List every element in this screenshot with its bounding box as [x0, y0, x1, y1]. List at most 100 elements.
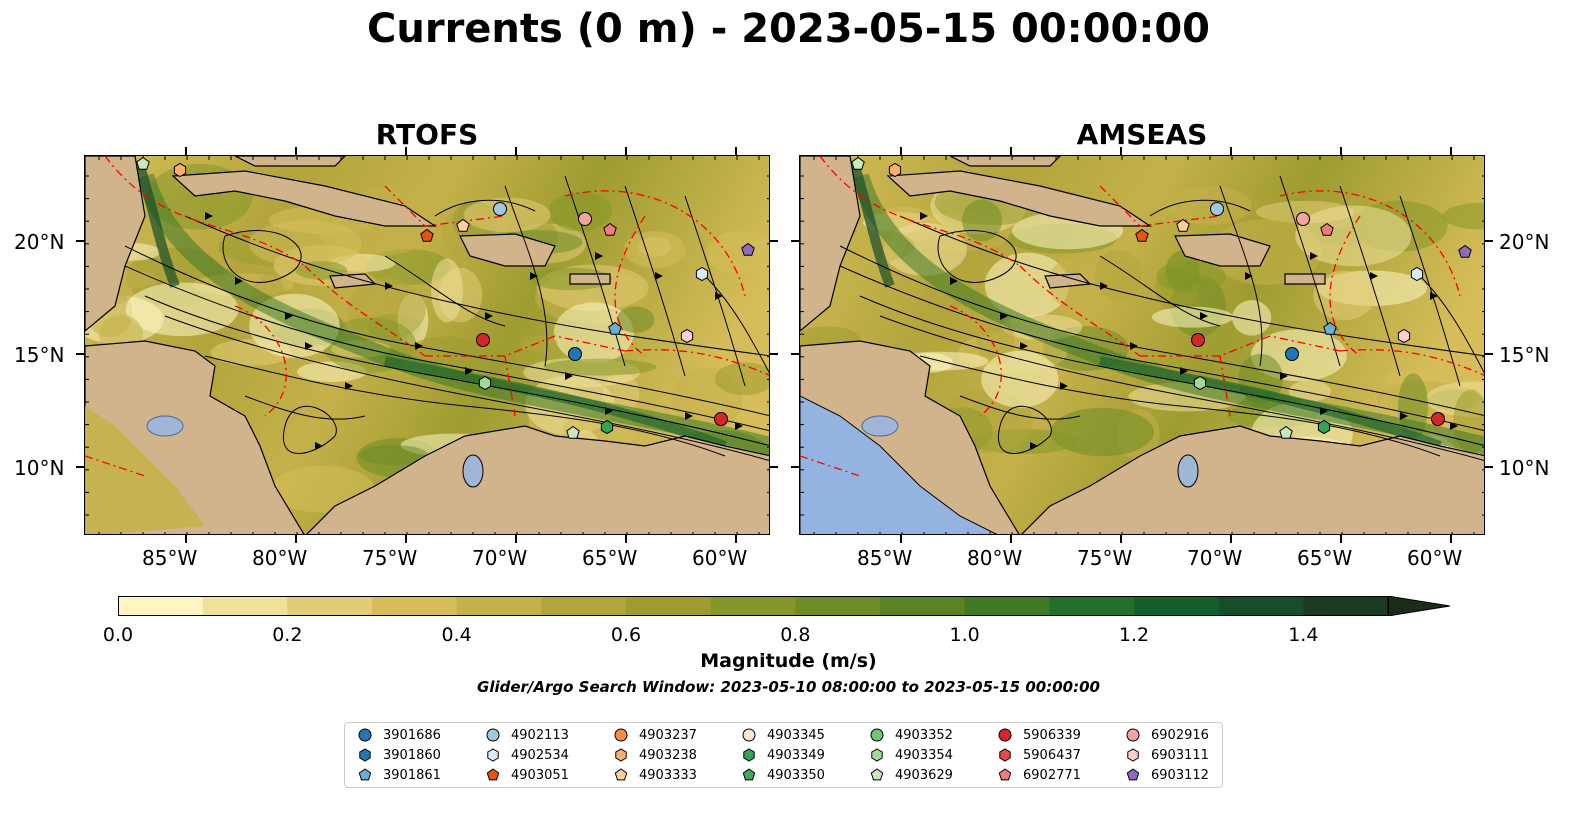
- float-marker-6902771: [998, 768, 1012, 781]
- float-marker-5906339[interactable]: [1431, 412, 1445, 426]
- colorbar-segment: [795, 596, 881, 616]
- float-marker-4902534[interactable]: [695, 266, 709, 282]
- float-marker-4903051[interactable]: [1135, 228, 1149, 242]
- legend-label: 6903112: [1151, 767, 1209, 783]
- float-marker-6903111[interactable]: [1397, 328, 1411, 344]
- colorbar-segment: [1218, 596, 1304, 616]
- legend-item: 3901686: [357, 725, 441, 745]
- legend-item: 4903345: [741, 725, 825, 745]
- colorbar-segment: [880, 596, 966, 616]
- colorbar-segment: [710, 596, 796, 616]
- legend-label: 6902771: [1023, 767, 1081, 783]
- frame-ticks: [800, 156, 1484, 534]
- legend-label: 4903349: [767, 747, 825, 763]
- float-marker-5906437: [999, 748, 1011, 762]
- float-marker-4903349[interactable]: [600, 419, 614, 435]
- legend-item: 6902916: [1125, 725, 1209, 745]
- colorbar-tick-label: 1.0: [949, 624, 980, 646]
- float-marker-4902534: [487, 748, 499, 762]
- lon-tick-label: 85°W: [857, 546, 913, 570]
- float-marker-4903238[interactable]: [173, 162, 187, 178]
- legend-item: 4903333: [613, 765, 697, 785]
- float-marker-4902534[interactable]: [1410, 266, 1424, 282]
- lon-tick-label: 75°W: [362, 546, 418, 570]
- legend-label: 3901686: [383, 727, 441, 743]
- float-marker-4903238: [615, 748, 627, 762]
- legend-item: 4902534: [485, 745, 569, 765]
- legend-label: 4903354: [895, 747, 953, 763]
- lon-tick-label: 85°W: [142, 546, 198, 570]
- float-marker-4903349: [743, 748, 755, 762]
- colorbar-segment: [964, 596, 1050, 616]
- legend-label: 4903345: [767, 727, 825, 743]
- float-marker-4903629[interactable]: [851, 156, 865, 170]
- figure-title: Currents (0 m) - 2023-05-15 00:00:00: [367, 6, 1210, 52]
- map-canvas: [85, 156, 769, 534]
- float-marker-5906339[interactable]: [714, 412, 728, 426]
- float-marker-5906339: [998, 728, 1012, 742]
- colorbar-segment: [287, 596, 373, 616]
- colorbar-tick-label: 1.2: [1118, 624, 1150, 646]
- lat-tick-label: 10°N: [14, 456, 65, 480]
- colorbar-tick-label: 0.8: [780, 624, 811, 646]
- colorbar-label: Magnitude (m/s): [700, 650, 877, 672]
- float-marker-5906339[interactable]: [1191, 333, 1205, 347]
- float-marker-4903238[interactable]: [888, 162, 902, 178]
- float-marker-4903629[interactable]: [136, 156, 150, 170]
- legend-item: 4903051: [485, 765, 569, 785]
- float-marker-3901861: [358, 768, 372, 781]
- map-amseas[interactable]: [799, 155, 1485, 535]
- float-marker-4903629[interactable]: [1279, 425, 1293, 439]
- float-legend: 3901686 3901860 3901861 4902113 4902534 49030…: [344, 722, 1223, 788]
- float-marker-4903333[interactable]: [1176, 218, 1190, 232]
- float-marker-4903345: [742, 728, 756, 742]
- float-marker-3901686[interactable]: [568, 347, 582, 361]
- legend-label: 6903111: [1151, 747, 1209, 763]
- float-marker-4903629: [870, 768, 884, 781]
- lat-tick-label: 10°N: [1499, 456, 1550, 480]
- colorbar-tick-label: 0.2: [272, 624, 303, 646]
- float-marker-5906339[interactable]: [476, 333, 490, 347]
- float-marker-6902916[interactable]: [1296, 212, 1310, 226]
- float-marker-4903051[interactable]: [420, 228, 434, 242]
- float-marker-6902771[interactable]: [1320, 222, 1334, 236]
- legend-item: 4902113: [485, 725, 569, 745]
- float-marker-4903051: [486, 768, 500, 781]
- lat-tick-label: 20°N: [14, 230, 65, 254]
- legend-item: 4903238: [613, 745, 697, 765]
- lat-tick-label: 20°N: [1499, 230, 1550, 254]
- legend-item: 6903112: [1125, 765, 1209, 785]
- float-marker-3901686[interactable]: [1285, 347, 1299, 361]
- colorbar-segment: [541, 596, 627, 616]
- colorbar-segment: [1134, 596, 1220, 616]
- float-marker-4903629[interactable]: [566, 425, 580, 439]
- float-marker-4903354[interactable]: [478, 375, 492, 391]
- lon-tick-label: 70°W: [1187, 546, 1243, 570]
- legend-label: 4903238: [639, 747, 697, 763]
- float-marker-4902113[interactable]: [493, 202, 507, 216]
- float-marker-6902916[interactable]: [578, 212, 592, 226]
- search-window-subtitle: Glider/Argo Search Window: 2023-05-10 08…: [477, 678, 1100, 696]
- legend-label: 4903350: [767, 767, 825, 783]
- lon-tick-label: 60°W: [1407, 546, 1463, 570]
- legend-item: 4903354: [869, 745, 953, 765]
- legend-label: 4902534: [511, 747, 569, 763]
- float-marker-4903352: [870, 728, 884, 742]
- legend-item: 4903350: [741, 765, 825, 785]
- float-marker-6903111[interactable]: [680, 328, 694, 344]
- map-canvas: [800, 156, 1484, 534]
- float-marker-4903333[interactable]: [456, 218, 470, 232]
- float-marker-6903112[interactable]: [741, 242, 755, 256]
- legend-item: 6902771: [997, 765, 1081, 785]
- float-marker-4902113[interactable]: [1210, 202, 1224, 216]
- float-marker-4903349[interactable]: [1317, 419, 1331, 435]
- float-marker-4903354[interactable]: [1193, 375, 1207, 391]
- float-marker-3901861[interactable]: [1323, 321, 1337, 335]
- lon-tick-label: 60°W: [692, 546, 748, 570]
- map-rtofs[interactable]: [84, 155, 770, 535]
- legend-label: 5906339: [1023, 727, 1081, 743]
- float-marker-6902771[interactable]: [603, 222, 617, 236]
- eez-boundaries: [800, 156, 1484, 477]
- float-marker-3901861[interactable]: [608, 321, 622, 335]
- float-marker-6903112[interactable]: [1458, 244, 1472, 258]
